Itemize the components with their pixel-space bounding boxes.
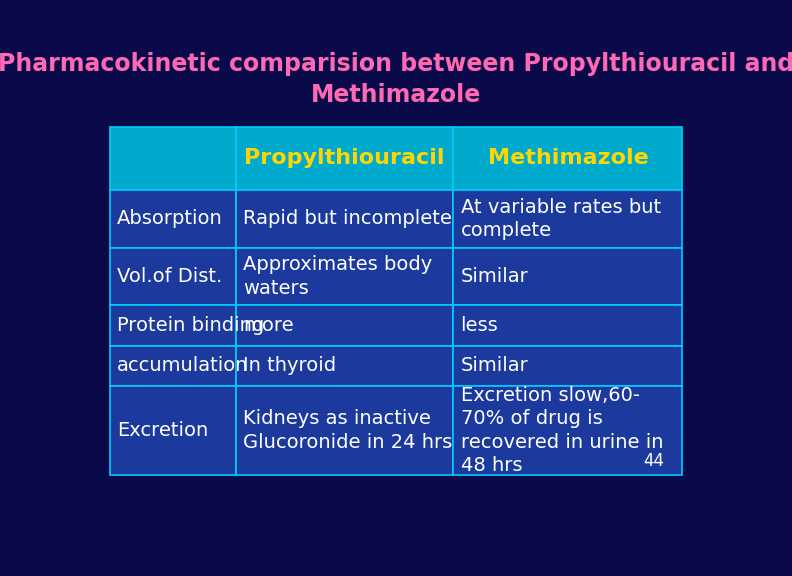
FancyBboxPatch shape [453,127,683,190]
Text: Rapid but incomplete: Rapid but incomplete [243,210,451,228]
Text: Propylthiouracil: Propylthiouracil [244,149,444,168]
Text: In thyroid: In thyroid [243,357,336,375]
Text: Vol.of Dist.: Vol.of Dist. [117,267,222,286]
Text: Kidneys as inactive
Glucoronide in 24 hrs: Kidneys as inactive Glucoronide in 24 hr… [243,410,452,452]
FancyBboxPatch shape [109,305,235,346]
FancyBboxPatch shape [453,386,683,475]
FancyBboxPatch shape [453,346,683,386]
FancyBboxPatch shape [109,127,235,190]
FancyBboxPatch shape [453,248,683,305]
FancyBboxPatch shape [235,190,453,248]
Text: Methimazole: Methimazole [488,149,649,168]
Text: Excretion slow,60-
70% of drug is
recovered in urine in
48 hrs: Excretion slow,60- 70% of drug is recove… [461,386,663,475]
Text: Absorption: Absorption [117,210,223,228]
FancyBboxPatch shape [453,190,683,248]
FancyBboxPatch shape [235,248,453,305]
FancyBboxPatch shape [235,346,453,386]
Text: less: less [461,316,498,335]
Text: accumulation: accumulation [117,357,249,375]
Text: Similar: Similar [461,357,528,375]
FancyBboxPatch shape [109,346,235,386]
FancyBboxPatch shape [109,386,235,475]
FancyBboxPatch shape [235,386,453,475]
FancyBboxPatch shape [453,305,683,346]
Text: Pharmacokinetic comparision between Propylthiouracil and
Methimazole: Pharmacokinetic comparision between Prop… [0,52,792,108]
Text: Excretion: Excretion [117,421,208,440]
FancyBboxPatch shape [109,190,235,248]
Text: 44: 44 [643,452,664,470]
Text: Similar: Similar [461,267,528,286]
FancyBboxPatch shape [235,127,453,190]
Text: Protein binding: Protein binding [117,316,264,335]
Text: At variable rates but
complete: At variable rates but complete [461,198,661,240]
FancyBboxPatch shape [109,248,235,305]
Text: Approximates body
waters: Approximates body waters [243,255,432,298]
Text: more: more [243,316,294,335]
FancyBboxPatch shape [235,305,453,346]
